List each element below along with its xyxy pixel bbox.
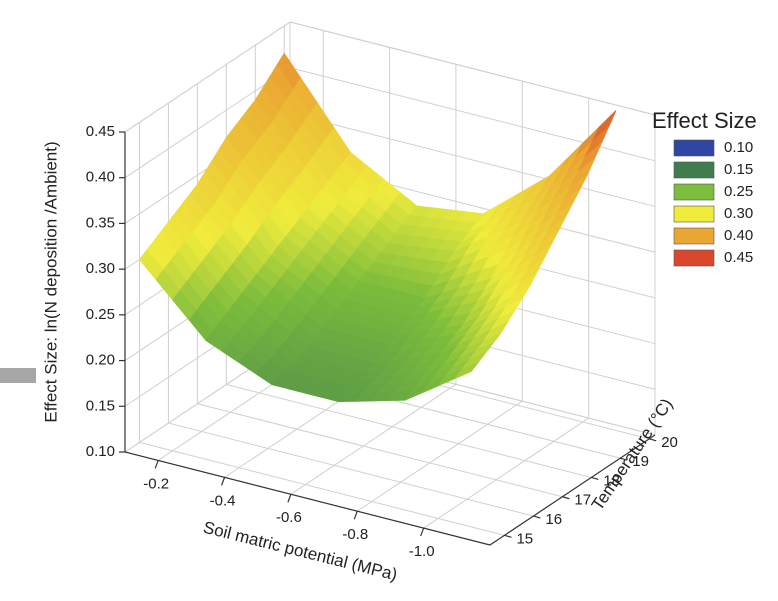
grid-line — [139, 441, 505, 536]
x-tick-label: -0.4 — [210, 492, 236, 509]
legend-swatch — [673, 161, 715, 179]
y-tick — [591, 476, 599, 481]
x-tick — [154, 460, 159, 469]
x-tick — [420, 527, 425, 537]
x-tick-label: -0.2 — [143, 475, 169, 492]
legend-swatch — [673, 139, 715, 157]
y-axis — [489, 434, 656, 546]
y-tick-label: 16 — [545, 511, 562, 528]
grid-line — [289, 112, 656, 207]
legend-swatch — [673, 249, 715, 267]
grid-line — [226, 383, 592, 478]
grid-line — [124, 67, 291, 179]
surface — [138, 52, 617, 403]
legend-label: 0.15 — [724, 161, 753, 178]
z-tick-label: 0.25 — [86, 306, 115, 323]
x-axis-label: Soil matric potential (MPa) — [201, 518, 399, 585]
x-tick — [353, 510, 358, 520]
x-tick-label: -1.0 — [409, 543, 435, 560]
legend-swatch — [673, 205, 715, 223]
legend-label: 0.30 — [724, 205, 753, 222]
z-tick-label: 0.15 — [86, 397, 115, 414]
x-tick-label: -0.8 — [342, 526, 368, 543]
x-tick-label: -0.6 — [276, 509, 302, 526]
z-tick-label: 0.40 — [86, 169, 115, 186]
legend-swatch — [673, 183, 715, 201]
grid-line — [124, 21, 291, 133]
side-tab — [0, 368, 36, 383]
x-axis — [124, 451, 491, 546]
y-tick-label: 19 — [632, 453, 649, 470]
grid-line — [168, 422, 534, 517]
y-tick-label: 15 — [516, 530, 533, 547]
legend-label: 0.25 — [724, 183, 753, 200]
legend-swatch — [673, 227, 715, 245]
grid-line — [356, 400, 523, 512]
y-tick — [533, 515, 541, 519]
y-tick-label: 20 — [661, 434, 678, 451]
y-tick-label: 17 — [574, 492, 591, 509]
legend-label: 0.45 — [724, 249, 753, 266]
x-tick — [287, 494, 292, 503]
legend-title: Effect Size — [652, 108, 757, 133]
z-tick-label: 0.35 — [86, 214, 115, 231]
z-tick-label: 0.10 — [86, 443, 115, 460]
y-axis-label: Temperature (°C) — [588, 395, 677, 514]
z-axis-label: Effect Size: ln(N deposition /Ambient) — [41, 141, 60, 422]
legend-label: 0.40 — [724, 227, 753, 244]
z-tick-label: 0.20 — [86, 352, 115, 369]
y-tick — [649, 438, 657, 442]
surface-patch — [454, 361, 479, 380]
x-tick — [220, 477, 226, 486]
y-tick — [562, 496, 570, 500]
y-tick — [620, 457, 628, 461]
z-tick-label: 0.30 — [86, 260, 115, 277]
y-tick — [504, 534, 512, 538]
legend-label: 0.10 — [724, 139, 753, 156]
grid-line — [423, 417, 589, 529]
z-tick-label: 0.45 — [86, 123, 115, 140]
grid-line — [290, 383, 457, 495]
axes: 0.10 0.15 0.20 0.25 0.30 0.35 0.40 0.45 -0.2 -0.4… — [86, 123, 678, 560]
grid-line — [289, 21, 656, 116]
y-tick-label: 18 — [603, 472, 620, 489]
grid-line — [197, 403, 563, 498]
legend: Effect Size 0.10 0.15 0.25 0.30 0.40 0.45 — [652, 108, 757, 267]
